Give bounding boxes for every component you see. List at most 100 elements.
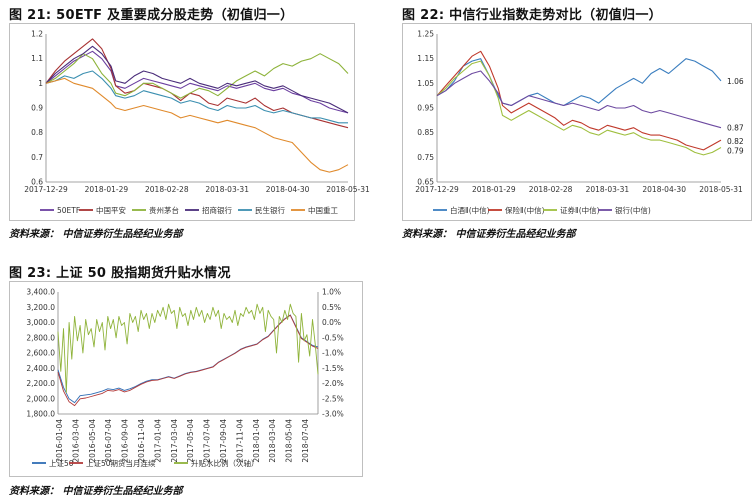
x-tick-label: 2016-09-04 <box>121 419 130 463</box>
x-tick-label: 2018-05-04 <box>285 419 294 463</box>
y2-tick-label: -0.5% <box>322 333 344 342</box>
y-tick-label: 0.7 <box>31 153 43 162</box>
x-tick-label: 2018-05-31 <box>699 185 743 194</box>
legend-entry: 中国重工 <box>308 205 338 215</box>
y-tick-label: 1 <box>38 79 43 88</box>
x-tick-label: 2018-07-04 <box>301 419 310 463</box>
series-end-label: 0.82 <box>727 137 744 146</box>
y-tick-label: 2,400.0 <box>26 364 55 373</box>
y-tick-label: 0.65 <box>417 178 434 187</box>
x-tick-label: 2018-04-30 <box>642 185 686 194</box>
series-line-1 <box>57 314 319 407</box>
series-line-1 <box>436 50 722 151</box>
x-tick-label: 2018-03-31 <box>205 185 249 194</box>
series-line-2 <box>45 53 349 99</box>
x-tick-label: 2016-01-04 <box>55 419 64 463</box>
series-end-label: 0.87 <box>727 124 744 133</box>
x-tick-label: 2018-01-29 <box>472 185 516 194</box>
x-tick-label: 2017-03-04 <box>170 419 179 463</box>
legend-entry: 上证50 <box>49 459 74 468</box>
figure-23-source: 资料来源： 中信证券衍生品经纪业务部 <box>9 486 183 497</box>
series-line-3 <box>45 45 349 114</box>
figure-23-chart: 3,400.0 3,200.0 3,000.0 2,800.0 2,600.0 2,400… <box>26 288 344 469</box>
y-tick-label: 2,000.0 <box>26 394 55 403</box>
legend-entry: 上证50期货当月连续 <box>86 458 156 468</box>
y-tick-label: 0.6 <box>31 178 43 187</box>
series-line-2 <box>57 303 319 394</box>
legend-entry: 民生银行 <box>255 205 285 215</box>
y-tick-label: 2,800.0 <box>26 333 55 342</box>
series-line-4 <box>45 70 348 124</box>
series-end-label: 1.06 <box>727 77 744 86</box>
series-end-label: 0.79 <box>727 146 744 155</box>
legend-entry: 银行(中信) <box>615 205 651 215</box>
series-line-3 <box>436 70 722 129</box>
y-tick-label: 2,200.0 <box>26 379 55 388</box>
figure-21-source: 资料来源： 中信证券衍生品经纪业务部 <box>9 229 183 240</box>
x-tick-label: 2017-11-04 <box>235 419 244 463</box>
y-tick-label: 0.9 <box>31 104 43 113</box>
x-tick-label: 2016-05-04 <box>88 419 97 463</box>
series-line-0 <box>57 314 319 404</box>
figure-23-title: 图 23: 上证 50 股指期货升贴水情况 <box>9 266 231 281</box>
x-tick-label: 2016-03-04 <box>71 419 80 463</box>
series-line-2 <box>436 60 722 156</box>
figure-22-source: 资料来源： 中信证券衍生品经纪业务部 <box>402 229 576 240</box>
x-tick-label: 2018-03-31 <box>586 185 630 194</box>
y2-tick-label: -2.0% <box>322 379 344 388</box>
y-tick-label: 3,200.0 <box>26 303 55 312</box>
x-tick-label: 2017-07-04 <box>203 419 212 463</box>
x-tick-label: 2017-12-29 <box>24 185 68 194</box>
legend-entry: 证券Ⅱ(中信) <box>560 205 600 215</box>
x-tick-label: 2016-07-04 <box>104 419 113 463</box>
legend-entry: 招商银行 <box>202 205 232 215</box>
y-tick-label: 1.1 <box>31 54 43 63</box>
legend-entry: 升贴水比例（次轴） <box>191 458 259 468</box>
y-tick-label: 1.25 <box>417 30 434 39</box>
y-tick-label: 0.95 <box>417 104 434 113</box>
x-tick-label: 2017-09-04 <box>219 419 228 463</box>
x-tick-label: 2017-12-29 <box>415 185 459 194</box>
y-tick-label: 0.85 <box>417 128 434 137</box>
x-tick-label: 2018-04-30 <box>266 185 310 194</box>
legend-entry: 贵州茅台 <box>149 205 179 215</box>
x-tick-label: 2018-05-31 <box>326 185 370 194</box>
series-line-5 <box>45 77 349 173</box>
x-tick-label: 2018-02-28 <box>145 185 189 194</box>
y2-tick-label: -1.0% <box>322 349 344 358</box>
y-tick-label: 1.05 <box>417 79 434 88</box>
y-tick-label: 3,400.0 <box>26 288 55 297</box>
series-line-0 <box>436 58 722 107</box>
x-tick-label: 2017-01-04 <box>153 419 162 463</box>
y2-tick-label: -2.5% <box>322 394 344 403</box>
y-tick-label: 1.15 <box>417 54 434 63</box>
y2-tick-label: 0.0% <box>322 318 341 327</box>
y-tick-label: 2,600.0 <box>26 349 55 358</box>
figure-21-title: 图 21: 50ETF 及重要成分股走势（初值归一） <box>9 8 294 23</box>
legend-entry: 50ETF <box>57 206 80 215</box>
y-tick-label: 1,800.0 <box>26 410 55 419</box>
x-tick-label: 2017-05-04 <box>186 419 195 463</box>
y-tick-label: 0.75 <box>417 153 434 162</box>
legend-entry: 白酒Ⅱ(中信) <box>450 205 490 215</box>
y-tick-label: 0.8 <box>31 128 43 137</box>
x-tick-label: 2018-03-04 <box>268 419 277 463</box>
y-tick-label: 1.2 <box>31 30 43 39</box>
legend-entry: 中国平安 <box>96 205 126 215</box>
y2-tick-label: 1.0% <box>322 288 341 297</box>
y2-tick-label: 0.5% <box>322 303 341 312</box>
x-tick-label: 2016-11-04 <box>137 419 146 463</box>
legend-entry: 保险Ⅱ(中信) <box>505 205 545 215</box>
x-tick-label: 2018-02-28 <box>529 185 573 194</box>
figure-23-frame: 3,400.0 3,200.0 3,000.0 2,800.0 2,600.0 2,400… <box>9 281 363 477</box>
y2-tick-label: -1.5% <box>322 364 344 373</box>
figure-22-title: 图 22: 中信行业指数走势对比（初值归一） <box>402 8 662 23</box>
y2-tick-label: -3.0% <box>322 410 344 419</box>
figure-21-frame: 1.2 1.1 1 0.9 0.8 0.7 0.6 2017-12-29 2018-01-29 2… <box>9 23 370 221</box>
x-tick-label: 2018-01-04 <box>252 419 261 463</box>
figure-22-frame: 1.25 1.15 1.05 0.95 0.85 0.75 0.65 2017-12-29 20… <box>402 23 752 221</box>
y-tick-label: 3,000.0 <box>26 318 55 327</box>
series-line-0 <box>45 50 349 114</box>
